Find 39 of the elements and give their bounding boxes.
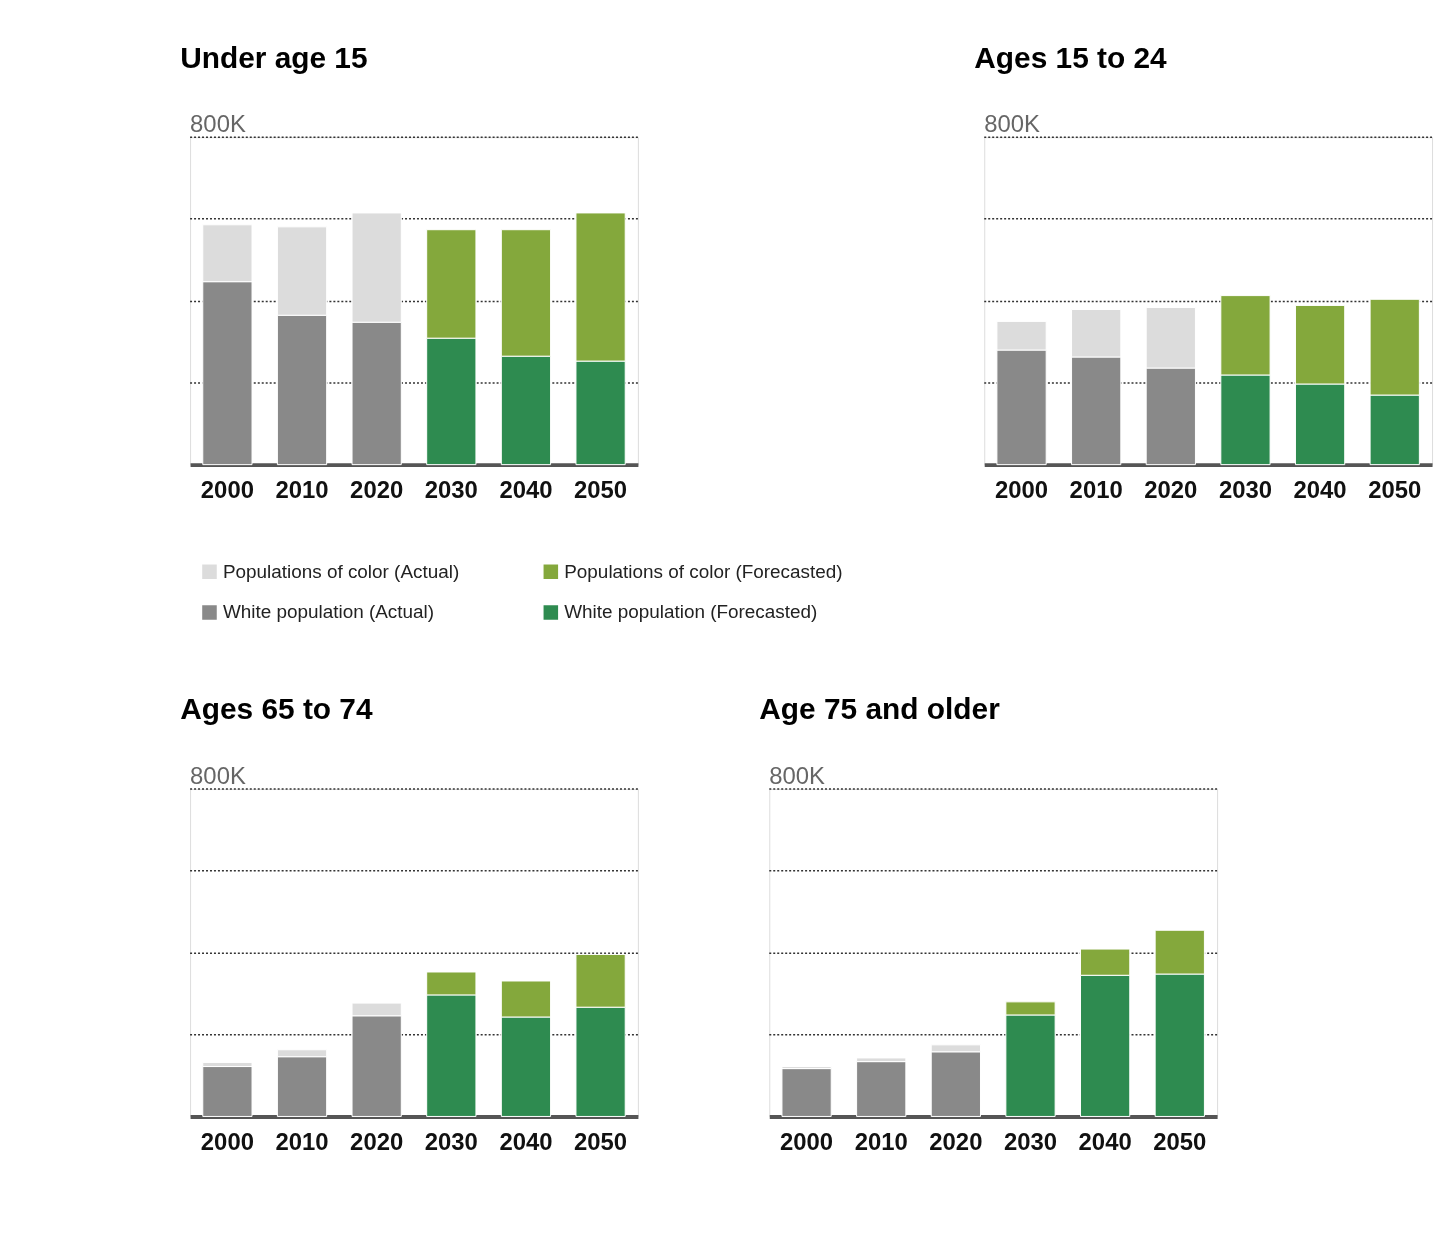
chart-title: Ages 65 to 74 [180,692,373,726]
x-tick-label: 2000 [780,1127,834,1155]
x-tick-label: 2000 [994,475,1049,503]
x-tick-label: 2050 [574,475,628,503]
legend-label: White population (Forecasted) [564,601,818,623]
y-tick-label: 800K [190,762,246,790]
x-tick-label: 2040 [499,1127,553,1155]
x-tick-label: 2010 [275,475,329,503]
chart-title: Ages 15 to 24 [974,40,1168,74]
x-tick-label: 2000 [200,1127,254,1155]
x-tick-label: 2030 [1218,475,1273,503]
x-tick-label: 2050 [1368,475,1422,503]
y-tick-label: 800K [190,110,246,138]
x-tick-label: 2040 [1078,1127,1132,1155]
x-tick-label: 2030 [424,1127,478,1155]
legend-label: Populations of color (Actual) [222,560,460,582]
x-tick-label: 2020 [350,1127,404,1155]
chart-title: Age 75 and older [759,692,1001,726]
x-tick-label: 2020 [350,475,404,503]
x-tick-label: 2010 [854,1127,908,1155]
x-tick-label: 2000 [200,475,254,503]
x-tick-label: 2040 [1293,475,1347,503]
x-tick-label: 2040 [499,475,553,503]
chart-title: Under age 15 [180,40,368,74]
y-tick-label: 800K [984,110,1041,138]
x-tick-label: 2020 [929,1127,983,1155]
x-tick-label: 2010 [1069,475,1123,503]
x-tick-label: 2050 [1153,1127,1207,1155]
x-tick-label: 2030 [424,475,478,503]
y-tick-label: 800K [769,762,826,790]
bar [856,1061,907,1117]
legend-label: Populations of color (Forecasted) [564,560,843,582]
legend-label: White population (Actual) [222,601,434,623]
bar [781,1068,832,1117]
x-tick-label: 2050 [574,1127,628,1155]
bar [202,1066,253,1117]
x-tick-label: 2010 [275,1127,329,1155]
x-tick-label: 2030 [1003,1127,1058,1155]
x-tick-label: 2020 [1144,475,1198,503]
